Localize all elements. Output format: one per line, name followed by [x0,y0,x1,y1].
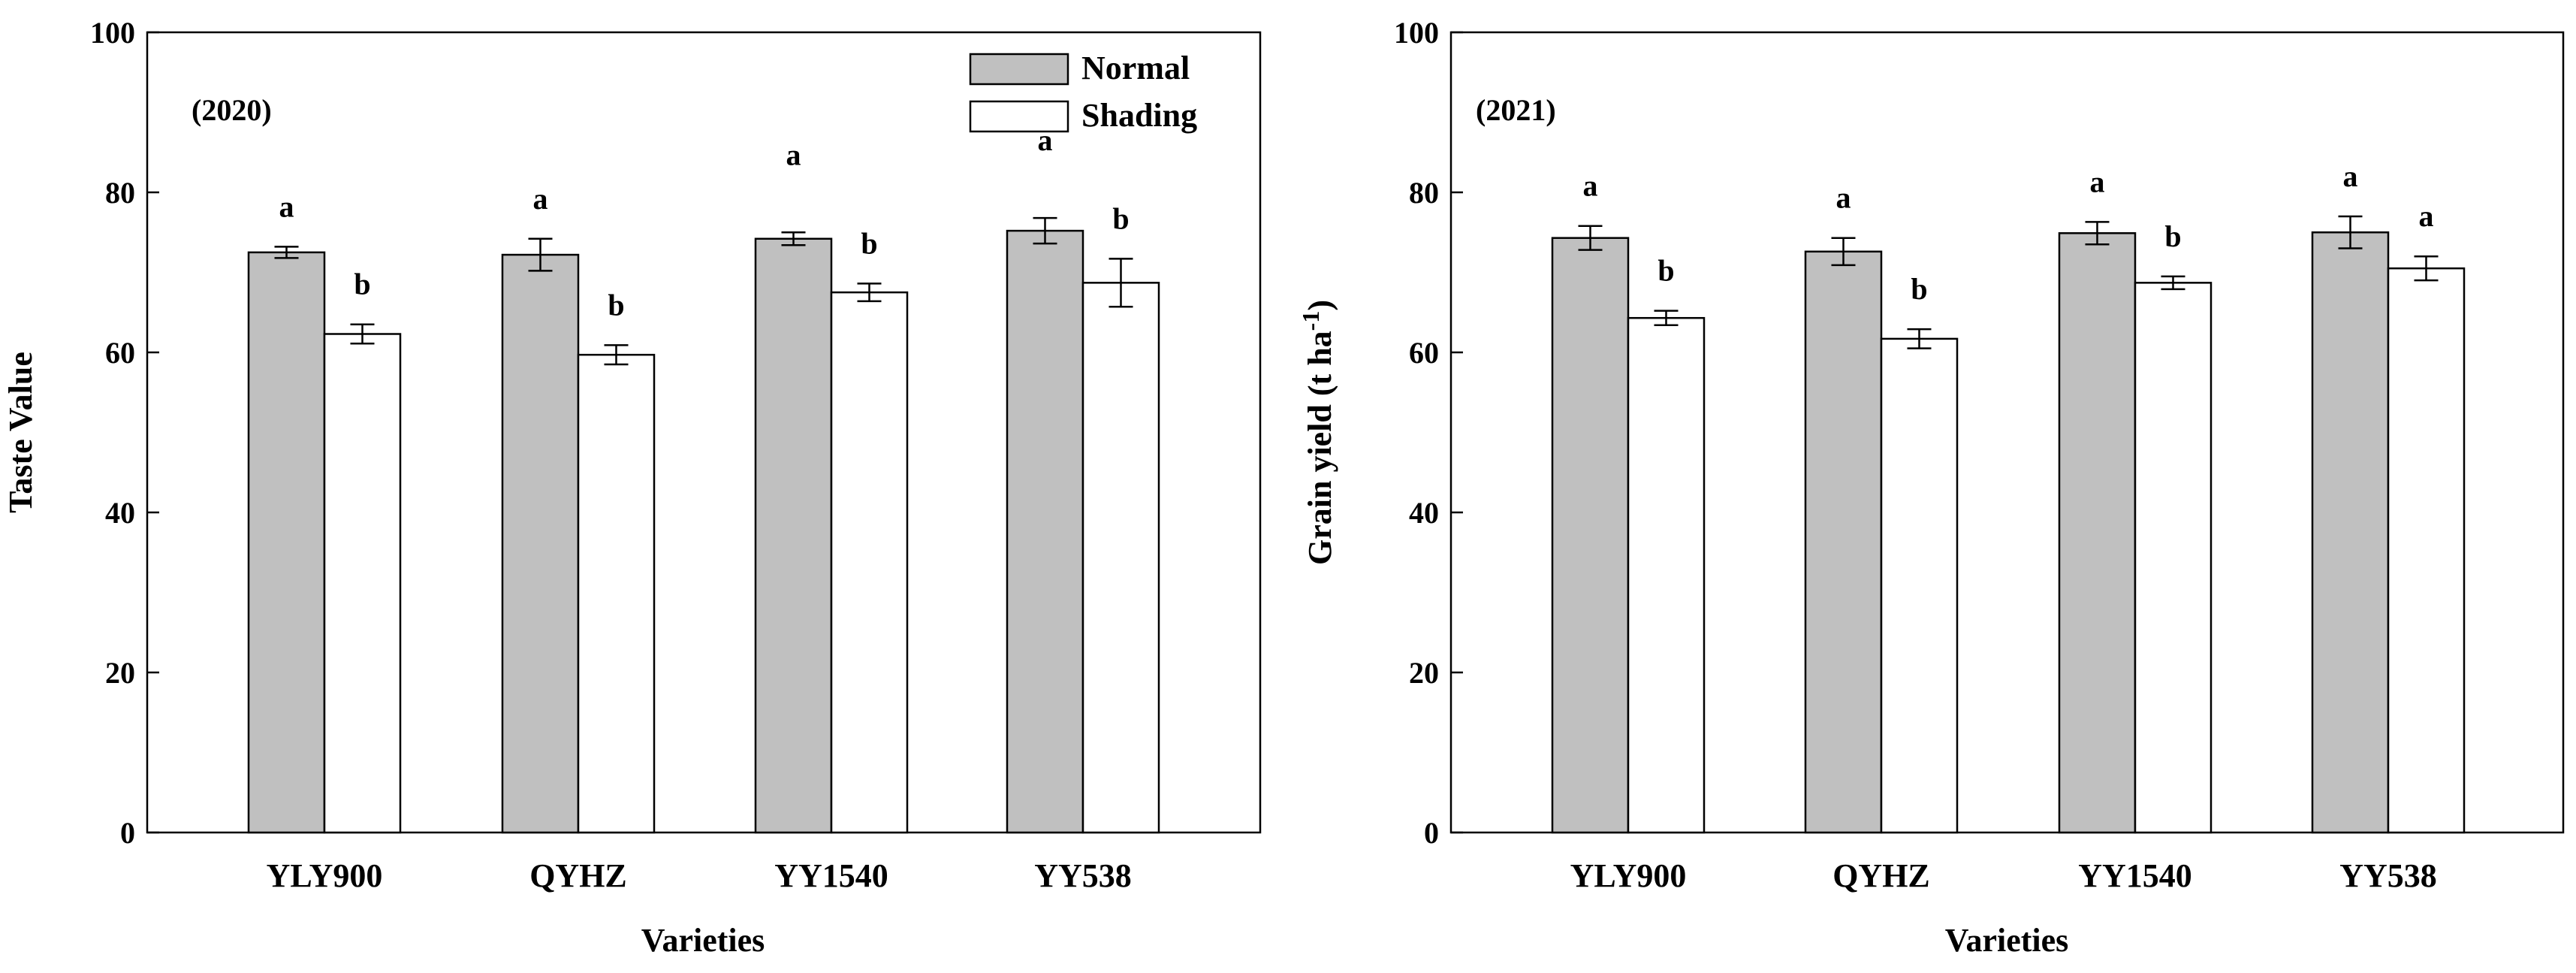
y-axis-label-end: ) [1302,300,1338,311]
bar-normal-yy1540 [2058,232,2137,834]
bar-normal-yly900 [1551,237,1630,834]
legend-label-normal: Normal [1081,50,1190,86]
panel-label: (2020) [192,93,272,127]
x-category-label: YY1540 [2078,857,2192,894]
significance-letter: b [354,267,370,301]
y-tick-label: 0 [120,816,135,850]
y-tick-label: 20 [1409,656,1439,690]
x-category-label: YLY900 [267,857,383,894]
significance-letter: a [786,137,801,171]
bar-shading-qyhz [1880,337,1959,834]
significance-letter: b [1112,201,1129,235]
x-category-label: YLY900 [1570,857,1687,894]
legend-swatch-normal [969,53,1069,86]
y-tick-label: 60 [105,336,135,370]
bar-shading-yy1540 [2134,282,2213,834]
significance-letter: a [1836,181,1851,215]
significance-letter: a [1583,169,1598,203]
y-axis-label-superscript: -1 [1297,311,1324,331]
legend: Normal Shading [969,50,1197,134]
significance-letter: b [1911,272,1927,306]
panel-label: (2021) [1476,93,1556,127]
y-tick-label: 100 [90,16,135,50]
y-tick-label: 80 [105,176,135,210]
y-axis-label-main: Grain yield (t ha [1302,331,1338,565]
plot-frame [1449,31,2565,834]
y-tick-label: 0 [1424,816,1439,850]
bar-normal-yy538 [2311,231,2390,834]
x-axis-label: Varieties [641,922,765,959]
y-tick-label: 40 [105,496,135,530]
x-category-label: YY538 [2339,857,2437,894]
significance-letter: b [2164,219,2181,253]
bar-shading-qyhz [577,353,656,834]
x-category-label: QYHZ [529,857,627,894]
significance-letter: a [2343,159,2358,193]
x-axis-label: Varieties [1945,922,2069,959]
bar-normal-yy538 [1006,229,1084,834]
plot-frame [146,31,1262,834]
y-tick-label: 80 [1409,176,1439,210]
significance-letter: a [2090,165,2105,198]
y-tick-label: 100 [1394,16,1439,50]
y-axis-label: Grain yield (t ha-1) [1297,300,1338,565]
legend-label-shading: Shading [1081,97,1197,134]
significance-letter: b [608,288,624,322]
bar-normal-yly900 [247,251,326,834]
significance-letter: a [2419,199,2434,233]
bar-shading-yly900 [323,333,402,834]
bar-normal-qyhz [1804,250,1883,834]
significance-letter: b [1658,254,1674,288]
significance-letter: b [861,226,877,260]
bar-normal-qyhz [501,253,580,834]
y-tick-label: 20 [105,656,135,690]
x-category-label: QYHZ [1832,857,1930,894]
bar-shading-yly900 [1627,316,1706,834]
bar-shading-yy538 [1081,282,1160,834]
bar-shading-yy1540 [830,291,909,834]
bar-normal-yy1540 [754,237,833,834]
y-axis-label: Taste Value [2,352,39,513]
y-tick-label: 60 [1409,336,1439,370]
x-category-label: YY1540 [774,857,888,894]
bar-shading-yy538 [2387,267,2466,834]
significance-letter: a [279,189,294,223]
x-category-label: YY538 [1034,857,1132,894]
y-tick-label: 40 [1409,496,1439,530]
chart-panel-2: 0 20 40 60 80 100 a a a a b b b a YLY900 QYHZ YY1540 YY53… [1297,16,2565,959]
significance-letter: a [533,182,548,216]
legend-swatch-shading [969,100,1069,133]
